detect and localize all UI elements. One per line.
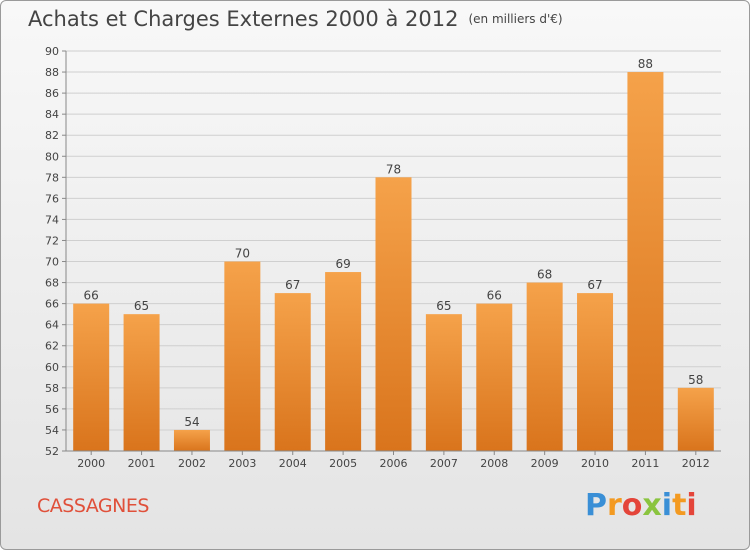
y-tick-label: 76	[45, 192, 59, 205]
x-tick-label: 2006	[380, 457, 408, 470]
y-tick-label: 70	[45, 256, 59, 269]
y-tick-label: 86	[45, 87, 59, 100]
bar-value-label: 69	[335, 257, 350, 271]
bar-2011	[627, 72, 664, 451]
y-tick-label: 84	[45, 108, 59, 121]
x-tick-label: 2003	[228, 457, 256, 470]
x-tick-label: 2011	[631, 457, 659, 470]
x-tick-label: 2000	[77, 457, 105, 470]
chart-title: Achats et Charges Externes 2000 à 2012 (e…	[28, 7, 563, 31]
y-tick-label: 60	[45, 361, 59, 374]
bar-2001	[123, 314, 160, 451]
bar-value-label: 67	[587, 278, 602, 292]
y-tick-label: 66	[45, 298, 59, 311]
y-tick-label: 80	[45, 150, 59, 163]
bar-2004	[274, 293, 311, 451]
y-tick-label: 52	[45, 445, 59, 458]
y-tick-label: 78	[45, 171, 59, 184]
y-tick-label: 90	[45, 45, 59, 58]
bar-value-label: 66	[84, 289, 99, 303]
x-tick-label: 2001	[128, 457, 156, 470]
x-tick-label: 2008	[480, 457, 508, 470]
bar-value-label: 67	[285, 278, 300, 292]
y-tick-label: 88	[45, 66, 59, 79]
bar-2002	[173, 429, 210, 451]
bar-2000	[73, 303, 110, 451]
x-tick-label: 2002	[178, 457, 206, 470]
bar-value-label: 68	[537, 268, 552, 282]
bar-2010	[577, 293, 614, 451]
y-tick-label: 58	[45, 382, 59, 395]
bar-value-label: 65	[134, 299, 149, 313]
x-tick-label: 2010	[581, 457, 609, 470]
bar-value-label: 78	[386, 162, 401, 176]
bar-2006	[375, 177, 412, 451]
y-tick-label: 68	[45, 277, 59, 290]
commune-name: CASSAGNES	[37, 495, 149, 517]
y-tick-label: 62	[45, 340, 59, 353]
y-tick-label: 56	[45, 403, 59, 416]
bar-value-label: 54	[184, 415, 199, 429]
y-tick-label: 82	[45, 129, 59, 142]
bar-2003	[224, 261, 261, 451]
proxiti-logo[interactable]: Proxiti	[585, 488, 697, 523]
y-tick-label: 54	[45, 424, 59, 437]
y-tick-label: 74	[45, 213, 59, 226]
bar-value-label: 65	[436, 299, 451, 313]
bar-2009	[526, 282, 563, 451]
bar-value-label: 88	[638, 57, 653, 71]
x-tick-label: 2009	[531, 457, 559, 470]
bar-2012	[677, 387, 714, 451]
y-axis: 52 54 56 58 60 62 64 66 68 70 72 74 76 78 80 82 84 86 88 90	[45, 45, 67, 458]
x-tick-label: 2004	[279, 457, 307, 470]
x-tick-label: 2005	[329, 457, 357, 470]
bar-value-label: 66	[487, 289, 502, 303]
title-text: Achats et Charges Externes 2000 à 2012	[28, 7, 459, 31]
x-tick-label: 2007	[430, 457, 458, 470]
unit-note: (en milliers d'€)	[468, 12, 563, 26]
bars: 66 65 54 70 67 69 78 65 66 68 67 88 58	[73, 57, 714, 451]
x-tick-label: 2012	[682, 457, 710, 470]
bar-value-label: 70	[235, 247, 250, 261]
bar-2008	[476, 303, 513, 451]
y-tick-label: 64	[45, 319, 59, 332]
bar-2007	[425, 314, 462, 451]
bar-value-label: 58	[688, 373, 703, 387]
y-tick-label: 72	[45, 234, 59, 247]
bar-2005	[325, 272, 362, 451]
x-axis: 2000 2001 2002 2003 2004 2005 2006 2007 2008 2009…	[66, 450, 721, 470]
